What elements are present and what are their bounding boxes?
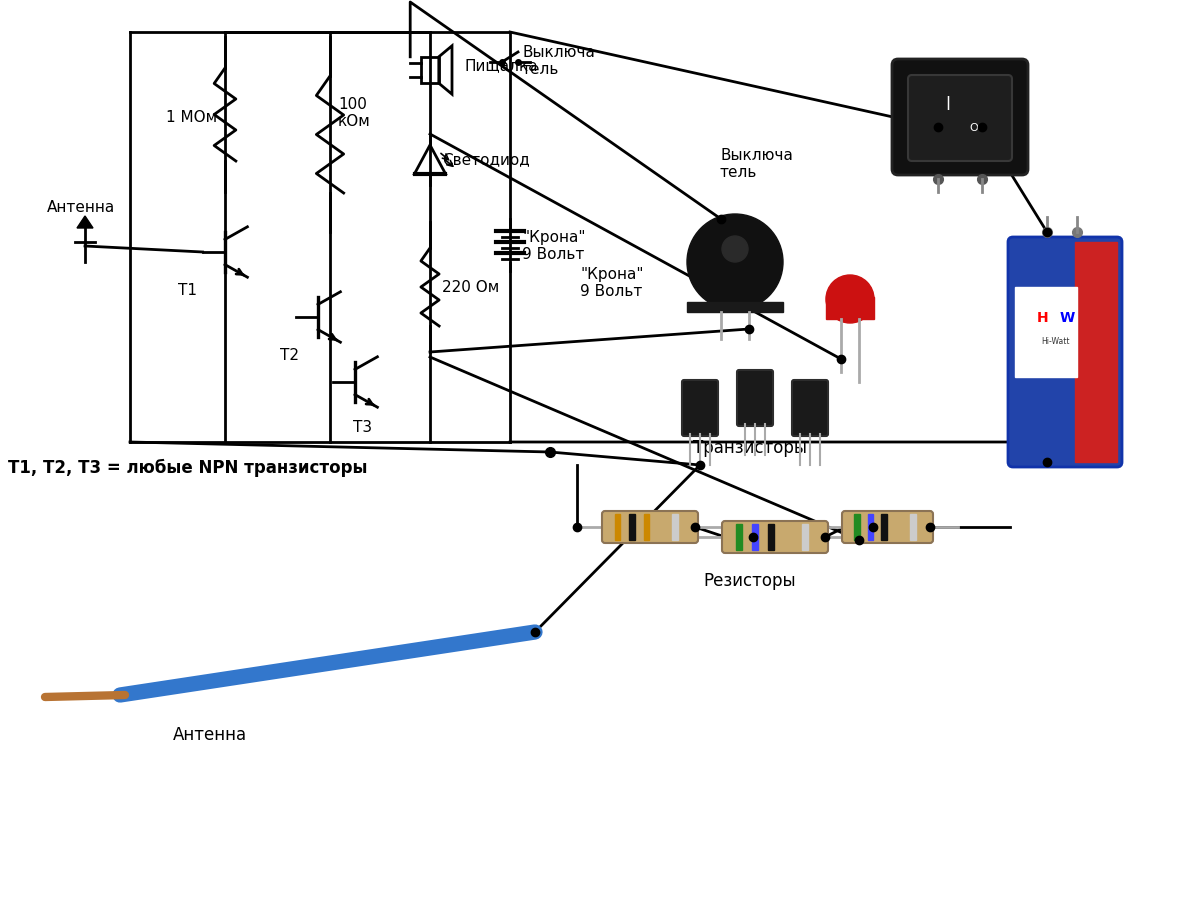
Bar: [910, 514, 916, 540]
Bar: [1075, 243, 1117, 463]
FancyBboxPatch shape: [908, 76, 1012, 161]
Text: "Крона"
9 Вольт: "Крона" 9 Вольт: [580, 266, 643, 299]
Bar: [752, 524, 758, 550]
Text: Резисторы: Резисторы: [703, 571, 797, 589]
Bar: [854, 514, 859, 540]
Text: Т3: Т3: [354, 420, 372, 435]
FancyBboxPatch shape: [842, 511, 934, 543]
FancyBboxPatch shape: [792, 381, 828, 437]
Circle shape: [826, 276, 874, 324]
FancyBboxPatch shape: [1008, 238, 1122, 467]
Bar: [868, 514, 874, 540]
Text: 220 Ом: 220 Ом: [442, 281, 499, 295]
Text: Светодиод: Светодиод: [442, 152, 529, 167]
Text: H: H: [1037, 310, 1049, 325]
Bar: [803, 524, 808, 550]
Bar: [768, 524, 774, 550]
Text: Т1: Т1: [178, 283, 197, 299]
FancyBboxPatch shape: [737, 371, 773, 427]
Bar: [629, 514, 635, 540]
FancyBboxPatch shape: [892, 60, 1028, 176]
Bar: [881, 514, 887, 540]
Bar: [1015, 288, 1078, 378]
Bar: [737, 524, 742, 550]
FancyBboxPatch shape: [722, 521, 828, 554]
Text: Транзисторы: Транзисторы: [694, 438, 808, 456]
Text: Выключа
тель: Выключа тель: [720, 148, 793, 180]
Bar: [826, 298, 874, 319]
Text: Пищалка: Пищалка: [464, 59, 539, 73]
Circle shape: [722, 236, 748, 262]
Text: Выключа
тель: Выключа тель: [522, 45, 595, 78]
FancyBboxPatch shape: [602, 511, 698, 543]
Polygon shape: [77, 216, 94, 229]
Text: O: O: [970, 123, 978, 133]
Text: Т2: Т2: [281, 348, 300, 364]
Text: Hi-Watt: Hi-Watt: [1040, 336, 1069, 345]
Text: |: |: [946, 96, 950, 110]
Circle shape: [686, 215, 784, 310]
Text: Антенна: Антенна: [173, 725, 247, 743]
Text: 1 МОм: 1 МОм: [166, 110, 217, 125]
Bar: [614, 514, 620, 540]
Text: W: W: [1060, 310, 1075, 325]
Text: 100
кОм: 100 кОм: [338, 97, 371, 129]
Bar: [686, 303, 782, 313]
Text: Т1, Т2, Т3 = любые NPN транзисторы: Т1, Т2, Т3 = любые NPN транзисторы: [8, 458, 367, 476]
Bar: [643, 514, 649, 540]
Text: Антенна: Антенна: [47, 200, 115, 216]
Bar: [672, 514, 678, 540]
Text: "Крона"
9 Вольт: "Крона" 9 Вольт: [522, 230, 586, 262]
FancyBboxPatch shape: [682, 381, 718, 437]
